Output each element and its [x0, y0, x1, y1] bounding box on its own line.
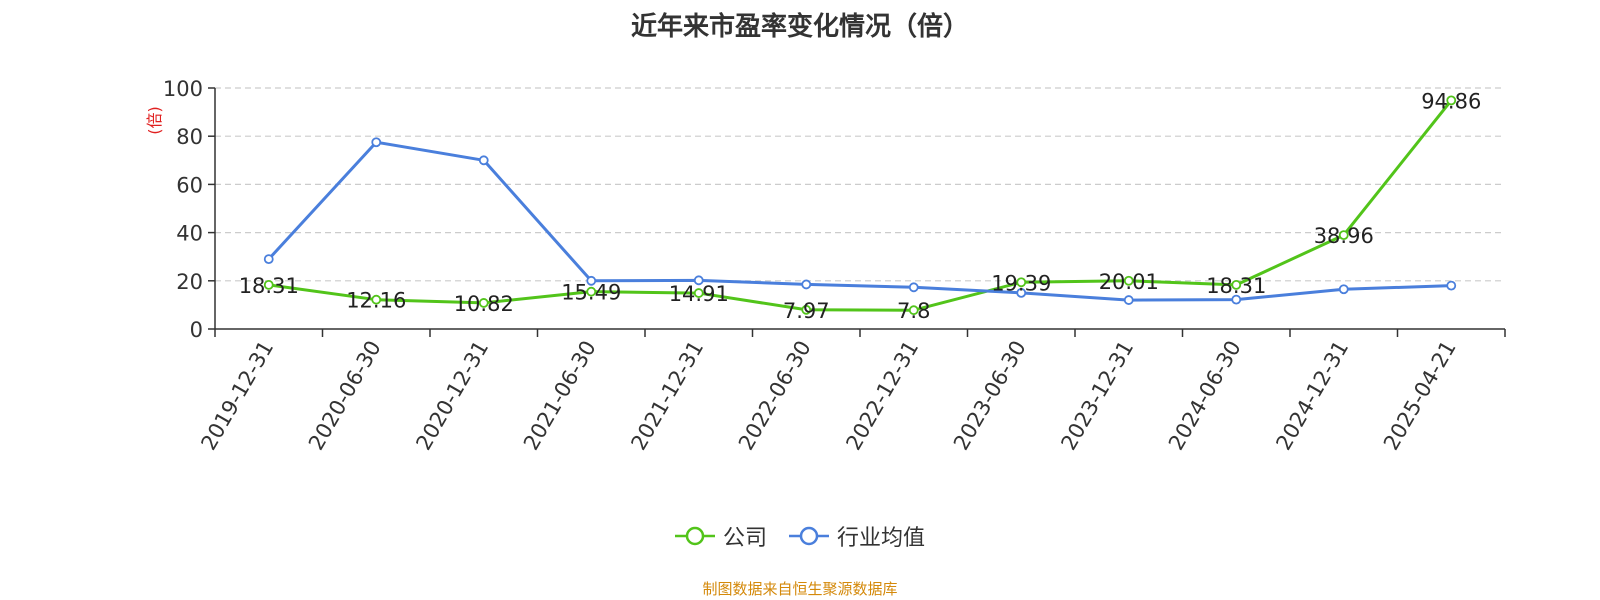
data-label: 15.49	[561, 281, 621, 305]
data-point	[693, 288, 704, 298]
data-point	[586, 275, 597, 286]
y-tick-label: 100	[163, 77, 203, 101]
x-tick-label: 2022-12-31	[841, 337, 923, 455]
data-point	[1123, 295, 1134, 305]
legend-marker-industry	[789, 526, 829, 546]
x-tick-label: 2024-12-31	[1271, 337, 1353, 455]
y-tick-label: 40	[176, 222, 203, 246]
data-source-note: 制图数据来自恒生聚源数据库	[702, 580, 898, 598]
legend: 公司 行业均值	[0, 520, 1600, 552]
x-tick-label: 2023-12-31	[1056, 337, 1138, 455]
data-label: 38.96	[1314, 224, 1374, 248]
data-label: 20.01	[1099, 270, 1159, 294]
data-label: 12.16	[346, 289, 406, 313]
y-tick-label: 20	[176, 270, 203, 294]
data-label: 94.86	[1421, 89, 1481, 113]
data-point	[263, 279, 274, 290]
y-axis-unit-label: (倍)	[145, 106, 164, 135]
x-tick-label: 2021-12-31	[626, 337, 708, 455]
data-label: 7.97	[783, 299, 830, 323]
series-layer	[263, 95, 1457, 316]
data-point	[371, 294, 382, 305]
y-tick-label: 80	[176, 125, 203, 149]
x-tick-label: 2020-06-30	[304, 337, 386, 455]
data-point	[1446, 95, 1457, 106]
data-point	[478, 155, 489, 166]
legend-label-company: 公司	[722, 526, 767, 551]
data-point	[263, 254, 274, 265]
legend-label-industry: 行业均值	[837, 526, 926, 551]
data-label: 19.39	[991, 271, 1051, 295]
data-point	[586, 286, 597, 297]
data-label: 7.8	[897, 299, 930, 323]
data-point	[1338, 230, 1349, 241]
legend-marker-company	[674, 526, 715, 546]
x-tick-label: 2021-06-30	[519, 337, 601, 455]
data-label: 14.91	[669, 282, 729, 306]
y-tick-label: 0	[190, 318, 203, 342]
data-point	[908, 282, 919, 293]
x-tick-label: 2025-04-21	[1379, 337, 1461, 455]
data-point	[1446, 280, 1457, 291]
data-label-layer: 18.31 12.16 10.82 15.49 14.91 7.97 7.8 19.39 20.…	[239, 89, 1482, 323]
x-tick-label: 2020-12-31	[411, 337, 493, 455]
data-point	[1016, 277, 1027, 288]
chart-title: 近年来市盈率变化情况（倍）	[630, 12, 969, 42]
legend-item-company[interactable]: 公司	[674, 520, 767, 552]
data-point	[908, 305, 919, 316]
y-tick-label: 60	[176, 173, 203, 197]
x-tick-label: 2024-06-30	[1164, 337, 1246, 455]
data-point	[1123, 275, 1134, 286]
grid-layer	[215, 87, 1505, 282]
data-point	[478, 298, 489, 308]
data-point	[693, 275, 704, 286]
legend-item-industry[interactable]: 行业均值	[789, 520, 925, 552]
data-point	[1231, 279, 1242, 290]
data-point	[801, 304, 812, 315]
axis-layer: 0 20 40 60 80 100 (倍) 2019-12-31 2020-06-30 2020-…	[145, 77, 1506, 455]
x-tick-label: 2019-12-31	[196, 337, 278, 455]
x-tick-label: 2023-06-30	[949, 337, 1031, 455]
series-line-0	[268, 99, 1453, 312]
data-point	[1231, 294, 1242, 305]
data-point	[1338, 284, 1349, 295]
data-label: 18.31	[1206, 274, 1266, 298]
data-label: 10.82	[454, 292, 514, 316]
data-label: 18.31	[239, 274, 299, 298]
series-line-1	[267, 140, 1452, 302]
x-tick-label: 2022-06-30	[734, 337, 816, 455]
data-point	[371, 137, 382, 148]
data-point	[1016, 287, 1027, 298]
data-point	[801, 279, 812, 290]
